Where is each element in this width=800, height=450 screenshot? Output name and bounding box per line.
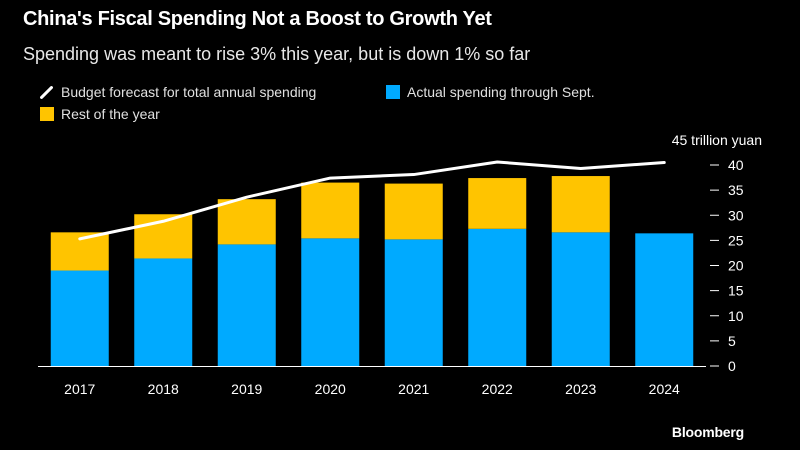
legend-label-forecast: Budget forecast for total annual spendin…: [61, 84, 317, 100]
y-tick-label-35: 35: [728, 182, 744, 198]
bar-actual-2023: [551, 232, 610, 366]
actual-swatch: [386, 85, 400, 99]
y-tick-label-20: 20: [728, 258, 744, 274]
bar-actual-2024: [635, 233, 694, 366]
chart-title: China's Fiscal Spending Not a Boost to G…: [23, 8, 492, 30]
y-tick-label-30: 30: [728, 207, 744, 223]
bar-actual-2019: [217, 244, 276, 366]
chart-subtitle: Spending was meant to rise 3% this year,…: [23, 44, 531, 64]
bar-actual-2020: [301, 238, 360, 366]
rest-swatch: [40, 107, 54, 121]
forecast-line: [78, 160, 666, 241]
y-tick-label-10: 10: [728, 308, 744, 324]
x-tick-label-2020: 2020: [315, 381, 346, 397]
y-tick-label-0: 0: [728, 358, 736, 374]
x-tick-label-2019: 2019: [231, 381, 262, 397]
bar-rest-2019: [217, 199, 276, 245]
x-tick-label-2018: 2018: [148, 381, 179, 397]
bar-actual-2022: [468, 228, 527, 366]
x-tick-label-2017: 2017: [64, 381, 95, 397]
y-tick-label-25: 25: [728, 232, 744, 248]
x-tick-label-2021: 2021: [398, 381, 429, 397]
legend-item-forecast: Budget forecast for total annual spendin…: [40, 84, 316, 100]
legend-label-rest: Rest of the year: [61, 106, 160, 122]
y-tick-label-40: 40: [728, 157, 744, 173]
bar-actual-2018: [134, 258, 193, 366]
bar-actual-2021: [384, 239, 443, 366]
bar-rest-2022: [468, 178, 527, 229]
y-unit-label: 45 trillion yuan: [672, 132, 762, 148]
legend-item-rest: Rest of the year: [40, 106, 160, 122]
bar-rest-2020: [301, 182, 360, 239]
legend-item-actual: Actual spending through Sept.: [386, 84, 595, 100]
x-tick-label-2023: 2023: [565, 381, 596, 397]
legend-label-actual: Actual spending through Sept.: [407, 84, 595, 100]
bar-rest-2023: [551, 176, 610, 233]
bar-actual-2017: [50, 270, 109, 366]
x-tick-label-2024: 2024: [649, 381, 680, 397]
y-tick-label-5: 5: [728, 333, 736, 349]
bloomberg-logo: Bloomberg: [671, 424, 744, 440]
x-tick-label-2022: 2022: [482, 381, 513, 397]
bar-rest-2021: [384, 183, 443, 240]
y-tick-label-15: 15: [728, 283, 744, 299]
